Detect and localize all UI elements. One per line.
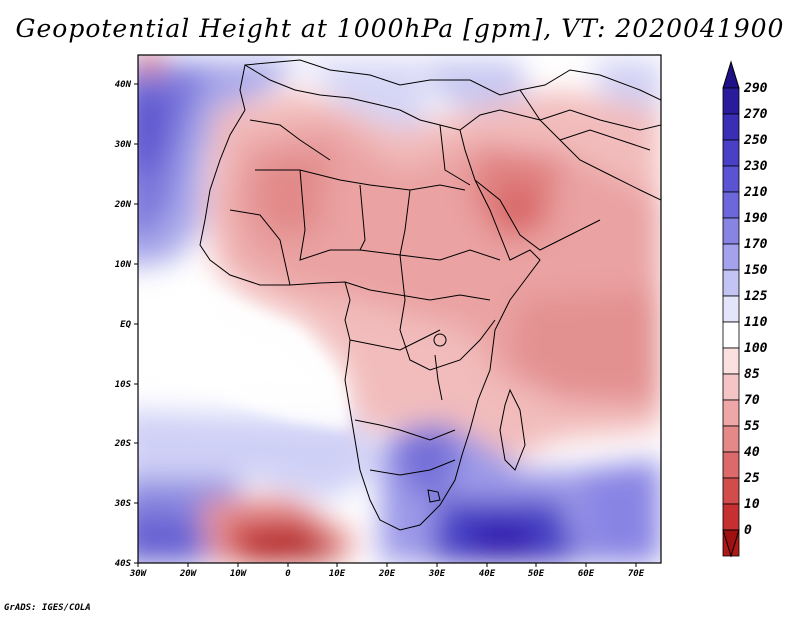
colorbar-swatch bbox=[722, 113, 740, 141]
chart-title: Geopotential Height at 1000hPa [gpm], VT… bbox=[15, 14, 785, 43]
lat-label: 40N bbox=[115, 80, 132, 90]
colorbar-swatch bbox=[722, 191, 740, 219]
lat-label: EQ bbox=[120, 320, 131, 330]
colorbar-label: 150 bbox=[744, 263, 768, 278]
lat-label: 20N bbox=[114, 200, 132, 210]
colorbar-label: 170 bbox=[744, 237, 768, 252]
colorbar-label: 110 bbox=[744, 315, 768, 330]
lat-label: 30S bbox=[114, 499, 132, 509]
colorbar-swatch bbox=[722, 269, 740, 297]
colorbar-top-arrow bbox=[722, 60, 740, 89]
colorbar-label: 70 bbox=[744, 393, 760, 408]
colorbar-label: 230 bbox=[743, 159, 768, 174]
colorbar-label: 0 bbox=[744, 523, 752, 538]
lon-label: 20W bbox=[179, 569, 198, 579]
lon-label: 70E bbox=[628, 569, 645, 579]
lon-label: 20E bbox=[378, 569, 396, 579]
colorbar-label: 25 bbox=[743, 471, 760, 486]
colorbar-swatch bbox=[722, 139, 740, 167]
colorbar-swatch bbox=[722, 243, 740, 271]
lon-label: 50E bbox=[528, 569, 545, 579]
colorbar-label: 125 bbox=[744, 289, 768, 304]
colorbar-bottom-arrow bbox=[722, 529, 740, 558]
colorbar-label: 10 bbox=[744, 497, 760, 512]
lon-label: 10E bbox=[329, 569, 346, 579]
colorbar-label: 40 bbox=[744, 445, 760, 460]
lat-label: 30N bbox=[114, 140, 132, 150]
lat-label: 10S bbox=[115, 380, 132, 390]
colorbar-swatch bbox=[722, 347, 740, 375]
colorbar-swatch bbox=[722, 373, 740, 401]
colorbar-swatch bbox=[722, 451, 740, 479]
colorbar-label: 55 bbox=[744, 419, 760, 434]
lat-label: 10N bbox=[115, 260, 132, 270]
colorbar-label: 85 bbox=[744, 367, 760, 382]
colorbar-label: 210 bbox=[743, 185, 768, 200]
colorbar-label: 290 bbox=[743, 81, 768, 96]
colorbar-swatch bbox=[722, 425, 740, 453]
map-frame bbox=[137, 54, 662, 564]
lon-label: 60E bbox=[578, 569, 595, 579]
colorbar-swatch bbox=[722, 87, 740, 115]
lon-label: 40E bbox=[479, 569, 496, 579]
colorbar-swatch bbox=[722, 165, 740, 193]
colorbar-swatch bbox=[722, 503, 740, 531]
height-field bbox=[138, 55, 661, 563]
colorbar-swatch bbox=[722, 217, 740, 245]
coastlines bbox=[199, 59, 661, 531]
colorbar-label: 190 bbox=[744, 211, 768, 226]
grads-credit: GrADS: IGES/COLA bbox=[4, 603, 91, 613]
colorbar-label: 250 bbox=[743, 133, 768, 148]
lat-label: 20S bbox=[114, 439, 132, 449]
lat-label: 40S bbox=[115, 559, 132, 569]
axis-ticks bbox=[134, 83, 637, 567]
colorbar-swatch bbox=[722, 477, 740, 505]
colorbar-swatch bbox=[722, 321, 740, 349]
colorbar: 290 270 250 230 210 190 170 150 125 110 … bbox=[722, 60, 768, 558]
colorbar-swatch bbox=[722, 399, 740, 427]
lon-label: 0 bbox=[285, 569, 291, 579]
lon-label: 10W bbox=[230, 569, 248, 579]
colorbar-label: 270 bbox=[743, 107, 768, 122]
colorbar-label: 100 bbox=[744, 341, 768, 356]
lon-label: 30W bbox=[129, 569, 148, 579]
lon-label: 30E bbox=[428, 569, 446, 579]
colorbar-swatch bbox=[722, 295, 740, 323]
